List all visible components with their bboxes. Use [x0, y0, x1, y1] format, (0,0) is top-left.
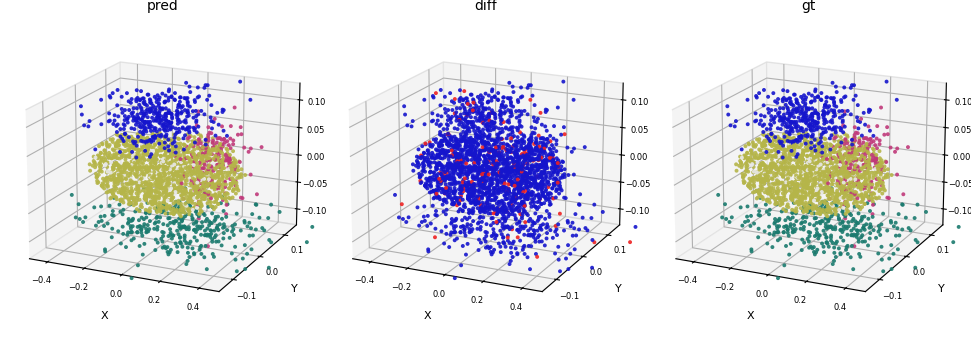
X-axis label: X: X: [747, 311, 754, 321]
X-axis label: X: X: [101, 311, 108, 321]
Title: gt: gt: [801, 0, 816, 13]
X-axis label: X: X: [423, 311, 431, 321]
Y-axis label: Y: Y: [615, 284, 621, 294]
Title: diff: diff: [474, 0, 497, 13]
Y-axis label: Y: Y: [938, 284, 945, 294]
Y-axis label: Y: Y: [291, 284, 298, 294]
Title: pred: pred: [147, 0, 178, 13]
